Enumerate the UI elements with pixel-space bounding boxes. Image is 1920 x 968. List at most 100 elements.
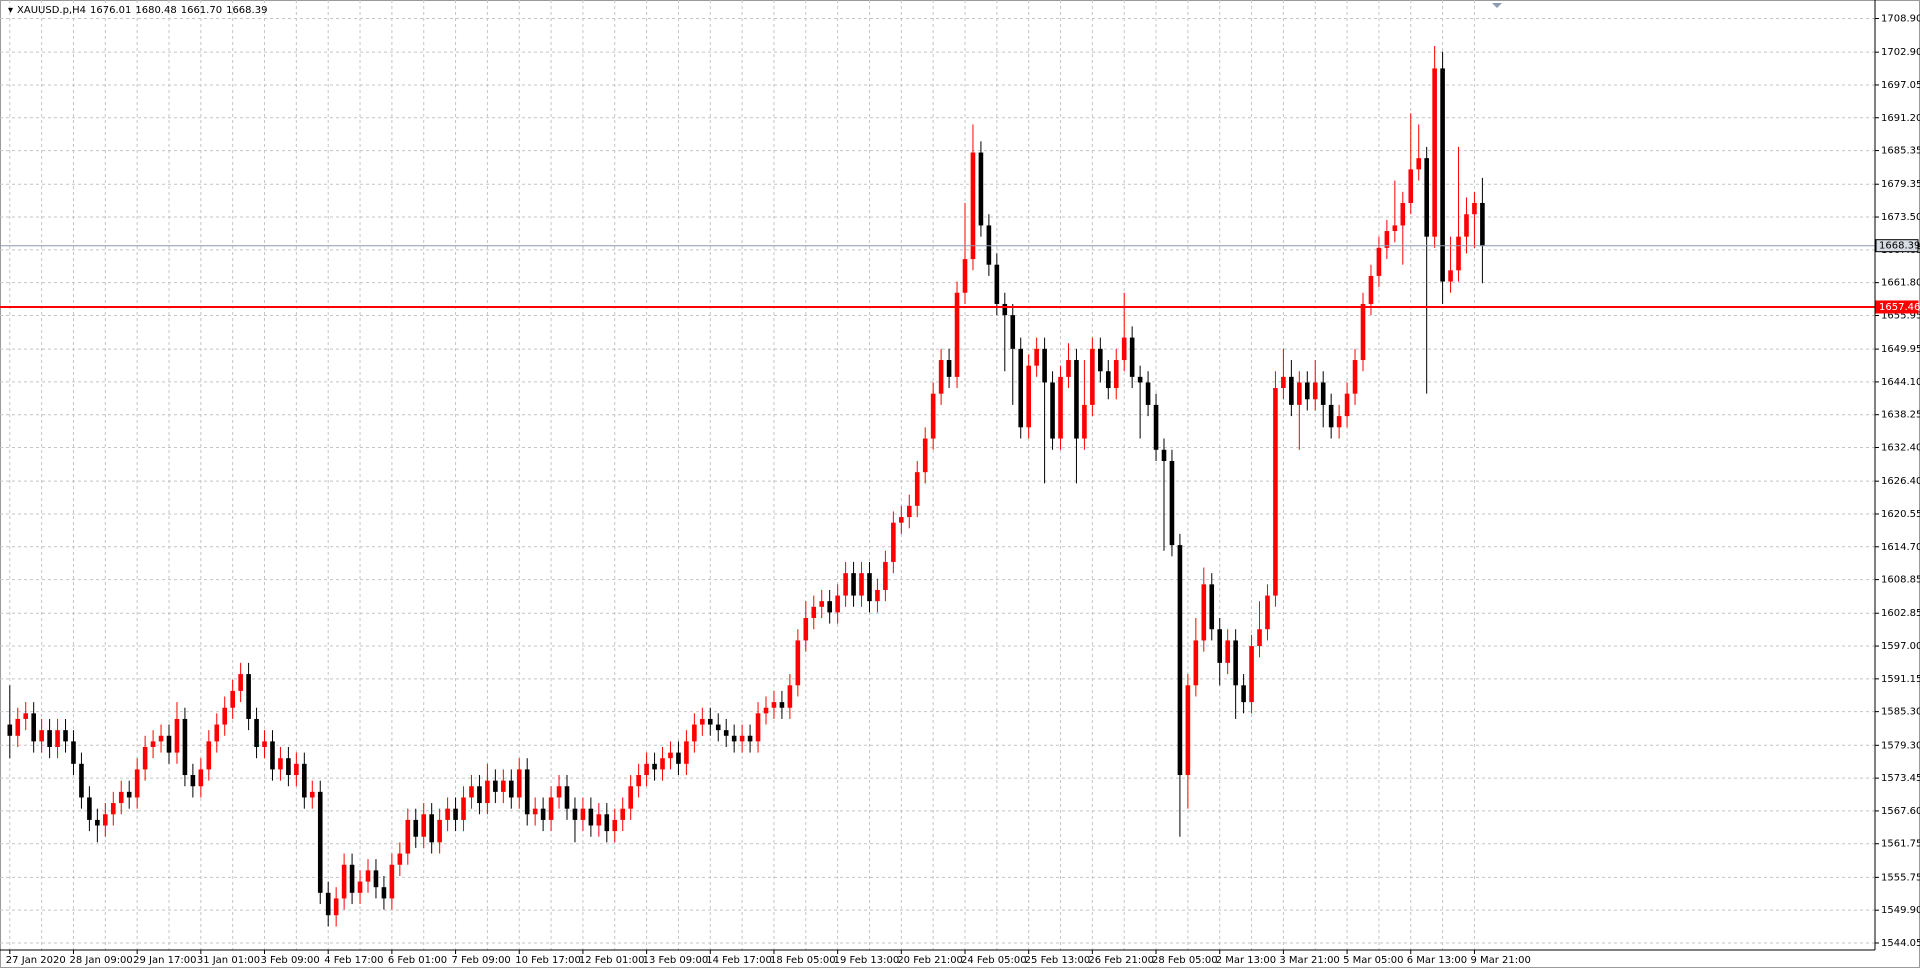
candle-body xyxy=(397,853,403,865)
candle-body xyxy=(501,780,506,792)
candle-body xyxy=(1129,337,1135,377)
candle-body xyxy=(986,225,992,265)
x-tick-label: 24 Feb 05:00 xyxy=(961,955,1027,966)
candle-body xyxy=(883,561,888,590)
candle-body xyxy=(174,718,180,753)
candle-body xyxy=(843,573,848,596)
candle-body xyxy=(1344,393,1350,417)
candle-body xyxy=(158,735,164,742)
price-label-box xyxy=(1875,239,1919,253)
candle-body xyxy=(707,718,713,725)
candle-body xyxy=(700,718,705,725)
candle-body xyxy=(731,735,737,742)
candle-body xyxy=(381,887,387,899)
candle-body xyxy=(7,724,13,736)
candle-body xyxy=(1161,449,1167,461)
candle-body xyxy=(867,573,872,602)
candle-body xyxy=(1448,270,1453,282)
candle-body xyxy=(469,786,474,798)
y-tick-label: 1638.25 xyxy=(1881,410,1920,421)
x-tick-label: 25 Feb 13:00 xyxy=(1025,955,1091,966)
header-price: 1668.39 xyxy=(226,5,268,16)
x-tick-label: 13 Feb 09:00 xyxy=(643,955,709,966)
candle-body xyxy=(1257,629,1262,647)
y-tick-label: 1549.90 xyxy=(1881,905,1920,916)
y-tick-label: 1644.10 xyxy=(1881,377,1920,388)
x-tick-label: 6 Feb 01:00 xyxy=(388,955,447,966)
y-tick-label: 1573.45 xyxy=(1881,773,1920,784)
candle-body xyxy=(668,752,673,759)
candle-body xyxy=(914,472,920,506)
y-tick-label: 1614.70 xyxy=(1881,542,1920,553)
header-price: 1676.01 xyxy=(90,5,132,16)
candle-body xyxy=(739,735,745,742)
x-tick-label: 10 Feb 17:00 xyxy=(515,955,581,966)
candle-body xyxy=(437,819,442,843)
x-tick-label: 28 Feb 05:00 xyxy=(1152,955,1218,966)
x-tick-label: 2 Mar 13:00 xyxy=(1216,955,1276,966)
candle-body xyxy=(596,814,602,826)
grid xyxy=(0,0,1875,950)
candle-body xyxy=(55,730,60,747)
candle-body xyxy=(341,864,347,899)
y-tick-label: 1685.35 xyxy=(1881,146,1920,157)
candle-body xyxy=(349,864,355,893)
candle-body xyxy=(1185,685,1191,776)
candle-body xyxy=(39,730,44,742)
candle-body xyxy=(166,735,172,753)
candle-body xyxy=(1312,382,1318,400)
candle-body xyxy=(652,763,657,770)
y-tick-label: 1579.30 xyxy=(1881,740,1920,751)
candle-body xyxy=(994,264,1000,304)
candle-body xyxy=(1082,404,1087,439)
y-tick-label: 1620.55 xyxy=(1881,509,1920,520)
candle-body xyxy=(317,791,323,893)
candle-body xyxy=(1297,382,1302,405)
candle-body xyxy=(238,674,243,691)
candle-body xyxy=(970,152,976,260)
candle-body xyxy=(922,438,928,473)
candle-body xyxy=(660,758,665,770)
y-tick-label: 1708.90 xyxy=(1881,14,1920,25)
candle-body xyxy=(1368,275,1374,304)
candle-body xyxy=(516,769,522,798)
candle-body xyxy=(222,707,228,725)
candle-body xyxy=(787,685,793,708)
candle-body xyxy=(1225,640,1230,663)
candle-body xyxy=(1400,203,1406,226)
candle-body xyxy=(461,797,466,820)
candle-body xyxy=(1026,365,1031,428)
candle-body xyxy=(1066,360,1071,377)
x-tick-label: 20 Feb 21:00 xyxy=(897,955,963,966)
y-tick-label: 1544.05 xyxy=(1881,938,1920,949)
candle-body xyxy=(230,690,235,708)
y-tick-label: 1555.75 xyxy=(1881,872,1920,883)
y-tick-label: 1561.75 xyxy=(1881,839,1920,850)
candle-body xyxy=(628,786,633,809)
candle-body xyxy=(142,746,148,770)
candle-body xyxy=(1376,247,1382,276)
candle-body xyxy=(1456,236,1461,271)
candle-body xyxy=(684,741,689,764)
candle-body xyxy=(1273,388,1278,596)
candle-body xyxy=(572,808,578,820)
y-tick-label: 1702.90 xyxy=(1881,47,1920,58)
candle-body xyxy=(524,769,530,815)
x-tick-label: 19 Feb 13:00 xyxy=(834,955,900,966)
x-tick-label: 26 Feb 21:00 xyxy=(1088,955,1154,966)
x-tick-label: 12 Feb 01:00 xyxy=(579,955,645,966)
candle-body xyxy=(118,791,124,804)
candle-body xyxy=(715,724,721,731)
candle-body xyxy=(1034,348,1039,366)
candle-body xyxy=(1281,376,1286,389)
candle-body xyxy=(803,618,809,641)
candle-body xyxy=(31,713,36,742)
candle-body xyxy=(63,730,68,742)
candle-body xyxy=(1010,315,1016,349)
candle-body xyxy=(930,393,936,439)
candle-body xyxy=(1336,416,1342,428)
candle-body xyxy=(532,808,538,815)
y-tick-label: 1608.85 xyxy=(1881,575,1920,586)
candle-body xyxy=(875,589,880,602)
